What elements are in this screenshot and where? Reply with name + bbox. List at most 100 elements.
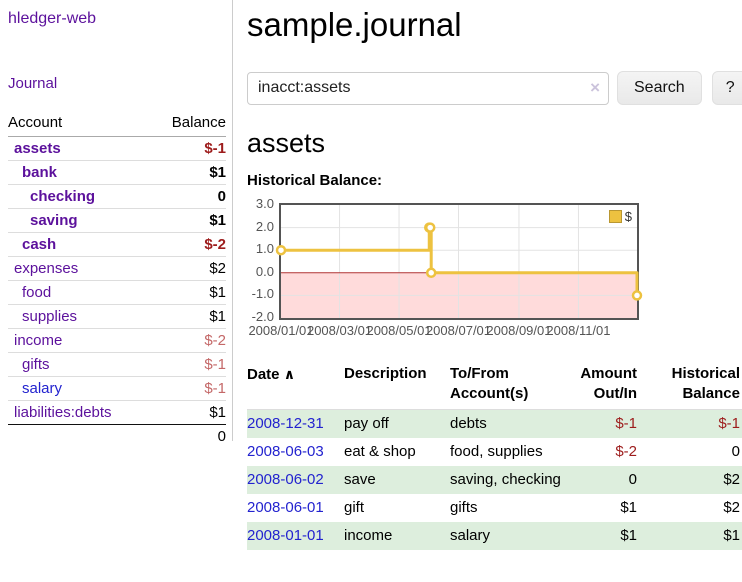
account-row: gifts $-1 bbox=[8, 352, 226, 377]
account-row: income $-2 bbox=[8, 328, 226, 353]
register-balance-cell: $2 bbox=[723, 499, 740, 516]
account-balance: $1 bbox=[151, 400, 226, 425]
register-description-cell: gift bbox=[344, 499, 365, 516]
account-link-saving[interactable]: saving bbox=[30, 212, 78, 229]
accounts-total-row: 0 bbox=[8, 425, 226, 449]
transaction-date-link[interactable]: 2008-06-03 bbox=[247, 443, 324, 460]
account-row: supplies $1 bbox=[8, 304, 226, 329]
account-cell: food bbox=[8, 280, 152, 305]
account-balance: $1 bbox=[151, 208, 226, 233]
account-cell: income bbox=[8, 328, 152, 353]
search-field-wrap: × bbox=[247, 71, 609, 105]
x-axis-tick-label: 2008/05/01 bbox=[366, 323, 432, 338]
account-cell: assets bbox=[8, 136, 152, 161]
app-title-link[interactable]: hledger-web bbox=[8, 10, 97, 27]
register-row[interactable]: 2008-06-02 save saving, checking 0 $2 bbox=[247, 466, 742, 494]
account-row: salary $-1 bbox=[8, 376, 226, 401]
register-accounts-cell: food, supplies bbox=[450, 443, 543, 460]
register-accounts-cell: salary bbox=[450, 522, 569, 550]
account-link-liabilities-debts[interactable]: liabilities:debts bbox=[14, 404, 112, 421]
account-cell: supplies bbox=[8, 304, 152, 329]
register-row[interactable]: 2008-06-01 gift gifts $1 $2 bbox=[247, 494, 742, 522]
register-date-cell: 2008-06-01 bbox=[247, 494, 344, 522]
account-link-bank[interactable]: bank bbox=[22, 164, 58, 181]
account-cell: cash bbox=[8, 232, 152, 257]
register-description-cell: income bbox=[344, 522, 450, 550]
register-date-cell: 2008-12-31 bbox=[247, 409, 344, 438]
x-axis-tick-label: 2008/09/01 bbox=[486, 323, 552, 338]
account-link-salary[interactable]: salary bbox=[22, 380, 63, 397]
clear-search-icon[interactable]: × bbox=[590, 77, 600, 97]
register-date-cell: 2008-06-02 bbox=[247, 466, 344, 494]
register-accounts-cell: debts bbox=[450, 409, 569, 438]
help-button[interactable]: ? bbox=[711, 71, 742, 105]
register-balance-cell: $2 bbox=[645, 466, 742, 494]
account-link-gifts[interactable]: gifts bbox=[22, 356, 50, 373]
search-button[interactable]: Search bbox=[617, 71, 702, 105]
account-cell: liabilities:debts bbox=[8, 400, 152, 425]
account-row: food $1 bbox=[8, 280, 226, 305]
register-row[interactable]: 2008-01-01 income salary $1 $1 bbox=[247, 522, 742, 550]
accounts-header-balance: Balance bbox=[151, 111, 226, 137]
transaction-date-link[interactable]: 2008-06-01 bbox=[247, 499, 324, 516]
register-date-cell: 2008-06-03 bbox=[247, 438, 344, 466]
account-row: checking 0 bbox=[8, 184, 226, 209]
account-balance: $-2 bbox=[151, 232, 226, 257]
account-link-cash[interactable]: cash bbox=[22, 236, 57, 253]
x-axis-tick-label: 2008/07/01 bbox=[425, 323, 492, 338]
register-balance-cell: $-1 bbox=[645, 409, 742, 438]
account-cell: checking bbox=[8, 184, 152, 209]
account-row: bank $1 bbox=[8, 160, 226, 185]
register-header-date[interactable]: Date ∧ bbox=[247, 361, 344, 410]
account-cell: saving bbox=[8, 208, 152, 233]
date-header-label: Date bbox=[247, 366, 280, 383]
account-link-assets[interactable]: assets bbox=[14, 140, 61, 157]
account-balance: $1 bbox=[151, 280, 226, 305]
register-description-cell: eat & shop bbox=[344, 443, 416, 460]
account-row: liabilities:debts $1 bbox=[8, 400, 226, 425]
register-accounts-cell: saving, checking bbox=[450, 466, 569, 494]
account-link-food[interactable]: food bbox=[22, 284, 52, 301]
legend-label: $ bbox=[624, 209, 632, 224]
search-input[interactable] bbox=[247, 71, 609, 105]
y-axis-tick-label: 1.0 bbox=[255, 241, 274, 257]
accounts-header-row: Account Balance bbox=[8, 111, 226, 137]
x-axis-labels: 2008/01/01 2008/03/01 2008/05/01 2008/07/01… bbox=[247, 323, 742, 341]
page-title: sample.journal bbox=[247, 6, 462, 43]
y-axis-tick-label: -2.0 bbox=[251, 309, 274, 324]
register-row[interactable]: 2008-12-31 pay off debts $-1 $-1 bbox=[247, 409, 742, 438]
transaction-date-link[interactable]: 2008-01-01 bbox=[247, 527, 324, 544]
accounts-table: Account Balance assets $-1 bank $1 checking 0… bbox=[8, 111, 226, 448]
account-cell: expenses bbox=[8, 256, 152, 281]
register-amount-cell: $-2 bbox=[615, 443, 637, 460]
register-description-cell: save bbox=[344, 466, 450, 494]
register-balance-cell: 0 bbox=[731, 443, 740, 460]
chart-title: Historical Balance: bbox=[247, 172, 383, 189]
account-balance: $1 bbox=[151, 304, 226, 329]
account-link-supplies[interactable]: supplies bbox=[22, 308, 78, 325]
balance-chart: $3.0 2.0 1.0 0.0 -1.0 -2.0 2008/01/01 2008/03/0… bbox=[247, 196, 742, 343]
account-link-expenses[interactable]: expenses bbox=[14, 260, 79, 277]
account-row: saving $1 bbox=[8, 208, 226, 233]
main-content: sample.journal × Search ? assets Histori… bbox=[233, 0, 742, 550]
account-row: assets $-1 bbox=[8, 136, 226, 161]
x-axis-tick-label: 2008/03/01 bbox=[306, 323, 373, 338]
account-balance: $-1 bbox=[151, 136, 226, 161]
register-row[interactable]: 2008-06-03 eat & shop food, supplies $-2 0 bbox=[247, 438, 742, 466]
y-axis-tick-label: 3.0 bbox=[255, 196, 274, 211]
register-header-accounts: To/From Account(s) bbox=[450, 361, 569, 410]
account-link-income[interactable]: income bbox=[14, 332, 63, 349]
y-axis-tick-label: -1.0 bbox=[251, 286, 274, 302]
sort-asc-icon: ∧ bbox=[283, 366, 296, 382]
account-link-checking[interactable]: checking bbox=[30, 188, 96, 205]
accounts-header-account: Account bbox=[8, 111, 152, 137]
transaction-date-link[interactable]: 2008-12-31 bbox=[247, 415, 324, 432]
register-amount-cell: $1 bbox=[620, 499, 637, 516]
x-axis-tick-label: 2008/11/01 bbox=[546, 323, 611, 338]
transaction-date-link[interactable]: 2008-06-02 bbox=[247, 471, 324, 488]
sidebar-item-journal[interactable]: Journal bbox=[8, 75, 58, 92]
chart-legend: $ bbox=[606, 208, 634, 225]
accounts-total-value: 0 bbox=[217, 428, 226, 445]
register-table: Date ∧ Description To/From Account(s) Am… bbox=[247, 361, 742, 550]
hledger-web-app: hledger-web Journal Account Balance asse… bbox=[8, 0, 742, 550]
